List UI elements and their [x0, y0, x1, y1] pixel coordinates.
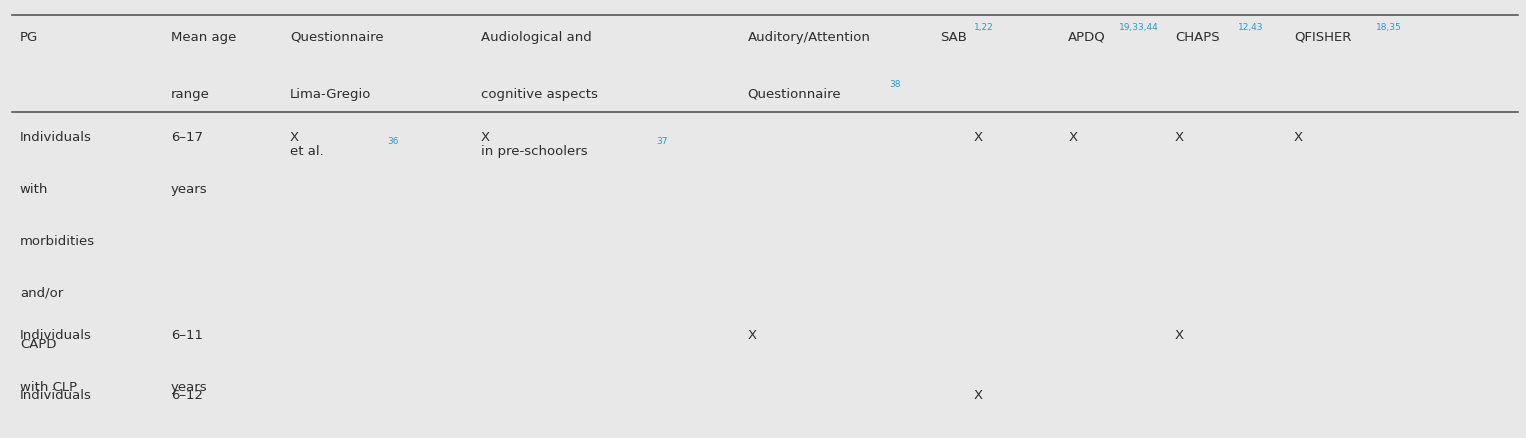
Text: 19,33,44: 19,33,44: [1119, 23, 1158, 32]
Text: QFISHER: QFISHER: [1294, 31, 1352, 44]
Text: 6–11: 6–11: [171, 329, 203, 343]
Text: APDQ: APDQ: [1068, 31, 1106, 44]
Text: Individuals: Individuals: [20, 389, 92, 402]
Text: years: years: [171, 183, 208, 196]
Text: X: X: [1294, 131, 1303, 145]
Text: 6–12: 6–12: [171, 389, 203, 402]
Text: 37: 37: [656, 137, 668, 146]
Text: Audiological and: Audiological and: [481, 31, 592, 44]
Text: CHAPS: CHAPS: [1175, 31, 1219, 44]
Text: X: X: [1175, 329, 1184, 343]
Text: morbidities: morbidities: [20, 235, 95, 248]
Text: Questionnaire: Questionnaire: [748, 88, 841, 101]
Text: Auditory/Attention: Auditory/Attention: [748, 31, 871, 44]
Text: 38: 38: [890, 80, 902, 89]
Text: and/or: and/or: [20, 286, 63, 300]
Text: et al.: et al.: [290, 145, 324, 158]
Text: with: with: [20, 183, 49, 196]
Text: X: X: [748, 329, 757, 343]
Text: 1,22: 1,22: [974, 23, 993, 32]
Text: Individuals: Individuals: [20, 131, 92, 145]
Text: CAPD: CAPD: [20, 338, 56, 351]
Text: SAB: SAB: [940, 31, 967, 44]
Text: years: years: [171, 381, 208, 394]
Text: 36: 36: [388, 137, 400, 146]
Text: range: range: [171, 88, 209, 101]
Text: 6–17: 6–17: [171, 131, 203, 145]
Text: Individuals: Individuals: [20, 329, 92, 343]
Text: Mean age: Mean age: [171, 31, 237, 44]
Text: X: X: [1068, 131, 1077, 145]
Text: X: X: [974, 131, 983, 145]
Text: in pre-schoolers: in pre-schoolers: [481, 145, 588, 158]
Text: X: X: [481, 131, 490, 145]
Text: PG: PG: [20, 31, 38, 44]
Text: cognitive aspects: cognitive aspects: [481, 88, 598, 101]
Text: Lima-Gregio: Lima-Gregio: [290, 88, 371, 101]
Text: with CLP: with CLP: [20, 381, 76, 394]
Text: Questionnaire: Questionnaire: [290, 31, 383, 44]
Text: 12,43: 12,43: [1238, 23, 1264, 32]
Text: 18,35: 18,35: [1376, 23, 1402, 32]
Text: X: X: [1175, 131, 1184, 145]
Text: X: X: [974, 389, 983, 402]
Text: X: X: [290, 131, 299, 145]
